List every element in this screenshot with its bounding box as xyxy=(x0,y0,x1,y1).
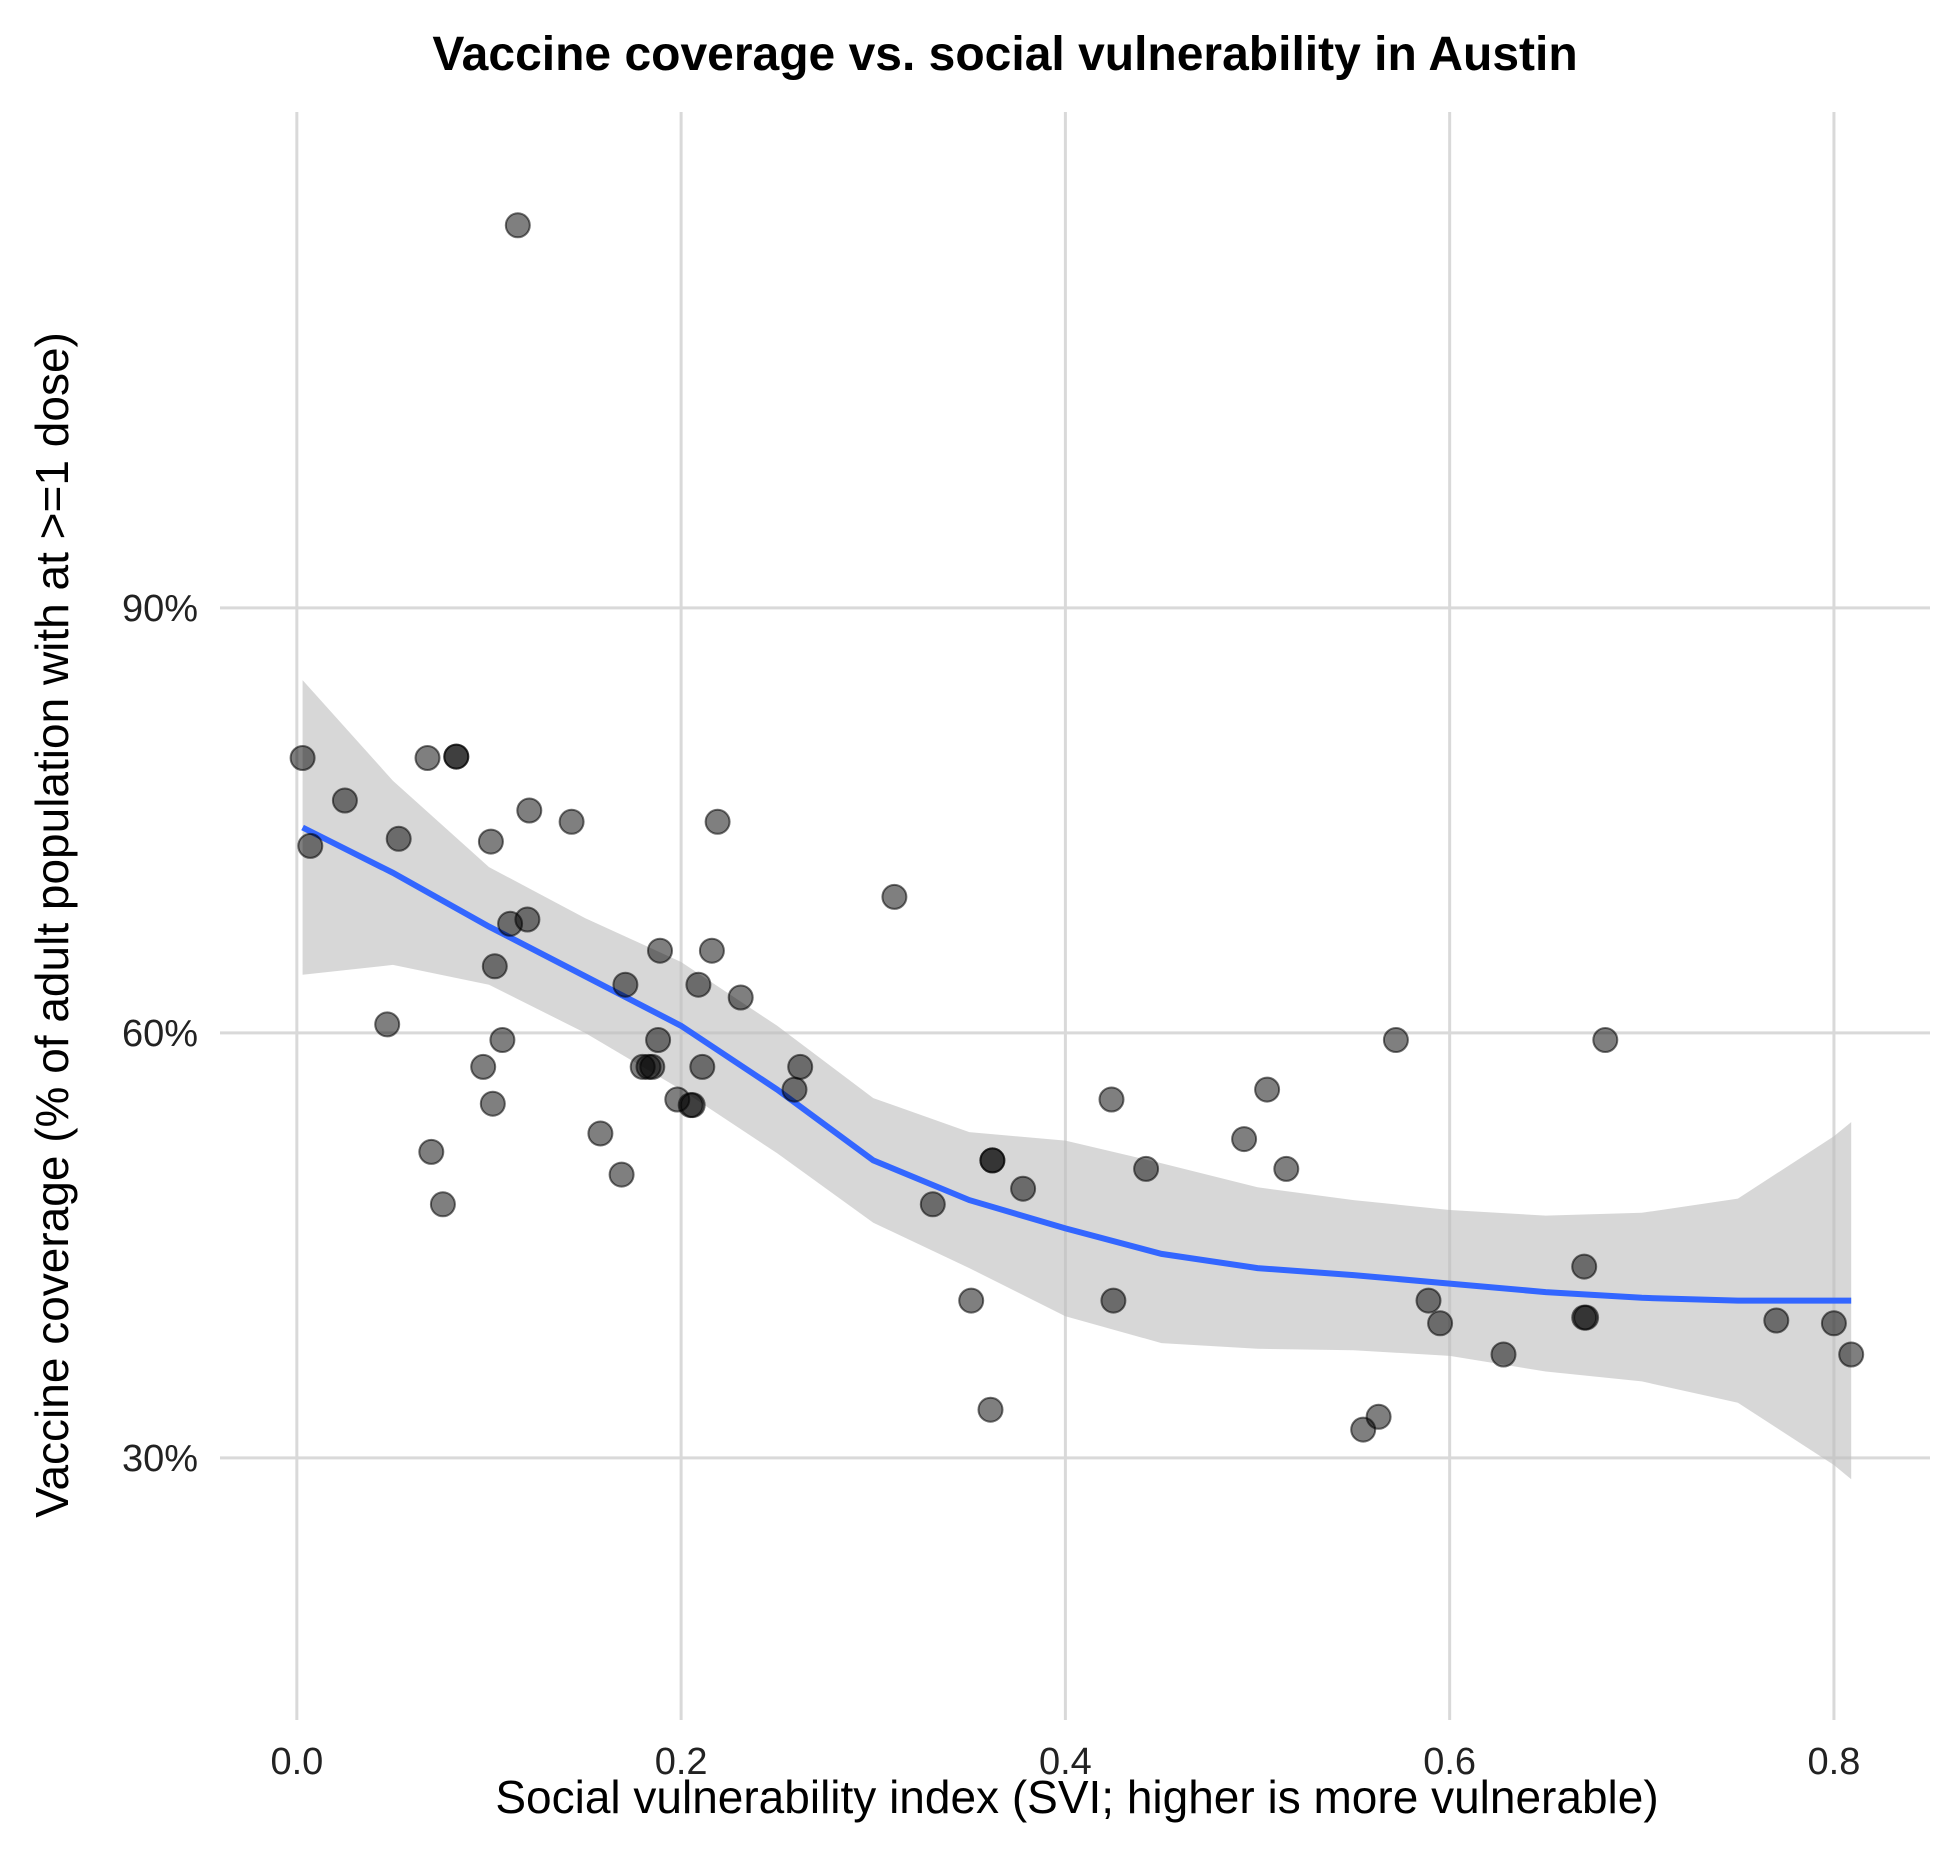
data-point xyxy=(647,937,673,964)
data-point xyxy=(516,797,543,824)
confidence-ribbon xyxy=(302,680,1852,1480)
x-tick-label: 0.4 xyxy=(1039,1741,1092,1783)
data-point xyxy=(1382,1027,1409,1053)
data-point xyxy=(414,745,441,771)
data-point xyxy=(489,1027,516,1053)
data-point xyxy=(1365,1403,1392,1430)
data-point xyxy=(470,1053,497,1080)
x-tick-label: 0.0 xyxy=(270,1741,323,1783)
data-point xyxy=(1820,1310,1847,1337)
data-points xyxy=(289,212,1865,1443)
data-point xyxy=(977,1396,1004,1423)
data-point xyxy=(558,808,585,835)
data-point xyxy=(1273,1155,1300,1182)
data-point xyxy=(787,1053,814,1080)
data-point xyxy=(429,1191,456,1218)
data-point xyxy=(1100,1287,1127,1314)
x-axis-label: Social vulnerability index (SVI; higher … xyxy=(495,1771,1658,1823)
data-point xyxy=(979,1147,1006,1174)
confidence-band xyxy=(302,680,1852,1480)
data-point xyxy=(639,1053,666,1080)
data-point xyxy=(481,953,508,980)
data-point xyxy=(477,828,504,855)
y-axis-ticks: 30% 60% 90% xyxy=(122,588,198,1480)
data-point xyxy=(689,1053,716,1080)
data-point xyxy=(698,937,725,964)
x-tick-label: 0.8 xyxy=(1808,1741,1861,1783)
data-point xyxy=(587,1120,614,1147)
data-point xyxy=(608,1161,635,1188)
data-point xyxy=(958,1287,985,1314)
data-point xyxy=(418,1138,445,1165)
y-tick-label: 90% xyxy=(122,588,198,630)
data-point xyxy=(297,832,324,859)
y-tick-label: 30% xyxy=(122,1438,198,1480)
x-tick-label: 0.2 xyxy=(655,1741,708,1783)
x-tick-label: 0.6 xyxy=(1423,1741,1476,1783)
data-point xyxy=(1098,1086,1125,1113)
data-point xyxy=(704,808,731,835)
data-point xyxy=(479,1090,506,1117)
data-point xyxy=(919,1191,946,1218)
y-tick-label: 60% xyxy=(122,1013,198,1055)
data-point xyxy=(612,971,639,998)
loess-trend-line xyxy=(301,824,1852,1304)
y-axis-label: Vaccine coverage (% of adult population … xyxy=(26,332,78,1518)
data-point xyxy=(1838,1341,1865,1368)
data-point xyxy=(1231,1126,1258,1153)
data-point xyxy=(645,1027,672,1053)
chart-title: Vaccine coverage vs. social vulnerabilit… xyxy=(432,28,1577,81)
data-point xyxy=(1592,1027,1619,1053)
data-point xyxy=(514,906,541,933)
data-point xyxy=(1763,1307,1790,1334)
data-point xyxy=(443,743,470,770)
data-point xyxy=(1571,1253,1598,1280)
smooth-line xyxy=(301,824,1852,1304)
data-point xyxy=(1010,1175,1037,1202)
data-point xyxy=(374,1011,401,1038)
data-point xyxy=(685,971,712,998)
data-point xyxy=(385,825,412,852)
data-point xyxy=(781,1076,808,1103)
data-point xyxy=(881,883,908,910)
data-point xyxy=(289,745,316,771)
data-point xyxy=(1573,1304,1600,1331)
data-point xyxy=(1254,1076,1281,1103)
data-point xyxy=(1415,1287,1442,1314)
data-point xyxy=(679,1092,706,1119)
data-point xyxy=(1427,1310,1454,1337)
data-point xyxy=(727,984,754,1011)
x-axis-ticks: 0.0 0.2 0.4 0.6 0.8 xyxy=(270,1741,1860,1783)
data-point xyxy=(504,212,531,239)
data-point xyxy=(1133,1155,1160,1182)
data-point xyxy=(331,787,358,814)
data-point xyxy=(1490,1341,1517,1368)
